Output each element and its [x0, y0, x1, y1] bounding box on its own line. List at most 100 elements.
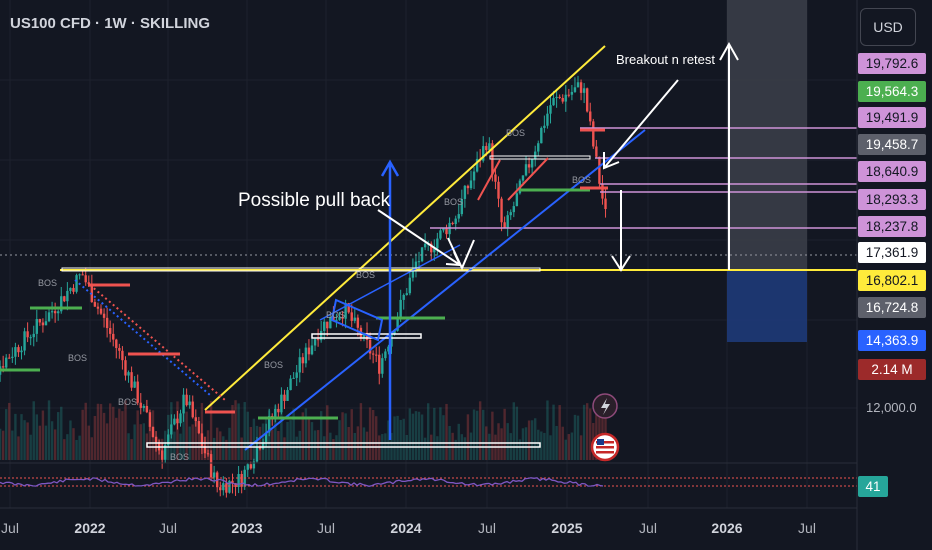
price-tag: 19,792.6: [858, 53, 926, 74]
candle-body: [219, 487, 222, 491]
volume-bar: [512, 402, 515, 460]
candle-body: [191, 401, 194, 418]
breakout-note: Breakout n retest: [616, 52, 715, 67]
candle-body: [11, 356, 14, 358]
candle-body: [154, 436, 158, 443]
volume-bar: [341, 412, 344, 460]
volume-bar: [537, 429, 540, 460]
target-zone[interactable]: [727, 0, 807, 270]
candle-body: [323, 321, 326, 331]
volume-bar: [503, 408, 506, 460]
candle-body: [304, 347, 308, 364]
candle-body: [87, 282, 90, 285]
volume-bar: [561, 426, 564, 460]
volume-bar: [436, 436, 439, 460]
us-flag-icon[interactable]: [590, 432, 620, 462]
channel-bottom-line[interactable]: [244, 129, 646, 451]
x-tick-label: Jul: [317, 520, 335, 536]
candle-body: [118, 348, 121, 351]
volume-bar: [212, 437, 216, 460]
volume-bar: [87, 425, 90, 460]
price-tag: 18,237.8: [858, 216, 926, 237]
candle-body: [423, 243, 427, 248]
candle-body: [66, 290, 69, 302]
candle-body: [353, 317, 356, 321]
candle-body: [237, 473, 240, 487]
candle-body: [203, 446, 207, 454]
candle-body: [188, 401, 191, 406]
stop-zone[interactable]: [727, 270, 807, 342]
candle-body: [543, 125, 546, 128]
volume-bar: [368, 407, 372, 460]
volume-bar: [506, 423, 509, 460]
volume-bar: [115, 417, 118, 460]
candle-body: [179, 413, 182, 424]
volume-bar: [463, 437, 467, 460]
candle-body: [344, 303, 347, 319]
candle-body: [561, 97, 564, 102]
events-icon[interactable]: [592, 393, 618, 419]
volume-bar: [491, 411, 494, 460]
x-tick-label: Jul: [639, 520, 657, 536]
candle-body: [494, 174, 497, 182]
candle-body: [399, 299, 402, 318]
volume-bar: [527, 420, 531, 460]
volume-bar: [243, 402, 246, 460]
candle-body: [316, 339, 320, 341]
candle-body: [29, 337, 32, 339]
annotation-arrows[interactable]: [377, 41, 739, 440]
candle-body: [96, 306, 100, 309]
volume-bar: [411, 413, 415, 460]
candle-body: [206, 453, 210, 455]
volume-bar: [78, 435, 81, 460]
bos-label: BOS: [506, 128, 525, 138]
volume-bar: [50, 421, 54, 460]
volume-bar: [44, 425, 48, 460]
volume-bar: [191, 424, 194, 460]
volume-bar: [222, 436, 225, 460]
volume-bar: [32, 401, 35, 460]
volume-bar: [292, 408, 295, 460]
candle-body: [393, 330, 396, 335]
candle-body: [540, 127, 543, 144]
currency-selector[interactable]: USD: [860, 8, 916, 46]
volume-bar: [23, 420, 26, 460]
volume-bar: [237, 403, 240, 460]
candle-body: [173, 418, 176, 425]
volume-bar: [20, 414, 23, 460]
bos-label: BOS: [170, 452, 189, 462]
volume-bar: [573, 414, 577, 460]
volume-bar: [121, 411, 124, 460]
volume-bar: [530, 420, 534, 460]
volume-bar: [313, 430, 317, 460]
candle-body: [280, 394, 283, 413]
candle-body: [99, 308, 103, 314]
candle-body: [475, 158, 479, 172]
candle-body: [289, 378, 292, 391]
candle-body: [362, 332, 366, 338]
candle-body: [521, 175, 525, 181]
volume-bar: [118, 408, 121, 460]
candle-body: [420, 247, 424, 262]
candle-body: [283, 394, 286, 401]
volume-bar: [595, 409, 598, 460]
candle-body: [38, 319, 42, 323]
candle-body: [108, 328, 112, 334]
volume-bar: [112, 406, 115, 460]
price-tag: 19,458.7: [858, 134, 926, 155]
volume-bar: [319, 411, 323, 460]
candle-body: [151, 426, 155, 437]
volume-bar: [53, 429, 57, 460]
candle-body: [488, 143, 491, 151]
volume-bar: [423, 437, 427, 460]
volume-bar: [47, 400, 51, 460]
candle-body: [307, 347, 311, 355]
candle-body: [53, 311, 57, 314]
volume-bar: [219, 431, 222, 460]
rsi-value-badge: 41: [858, 476, 888, 497]
candle-body: [252, 461, 256, 469]
volume-bar: [359, 403, 363, 460]
candle-body: [240, 473, 243, 487]
candle-body: [411, 267, 415, 278]
